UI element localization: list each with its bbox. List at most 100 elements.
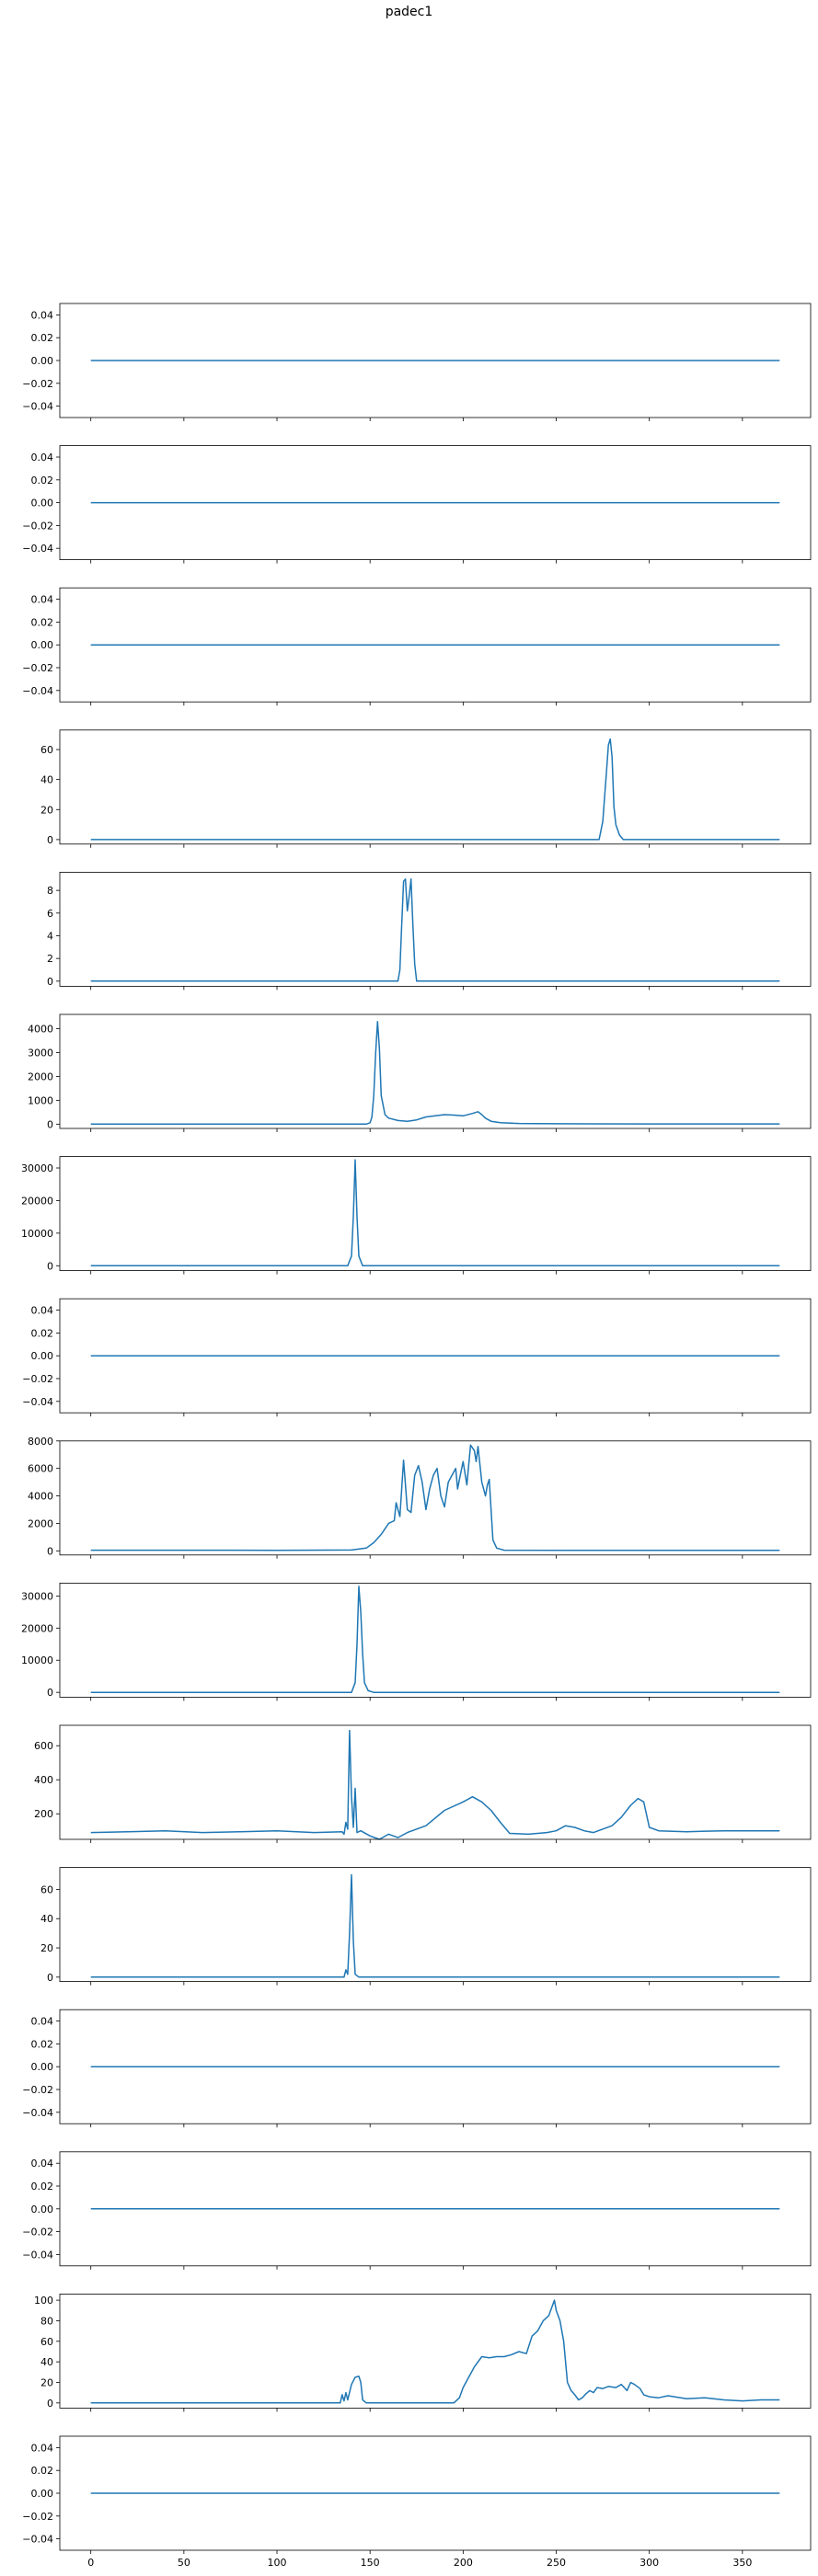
y-tick-label: 0.00	[31, 2061, 54, 2073]
axes-frame	[59, 1156, 812, 1271]
subplot-11: 200 400 600	[34, 1724, 812, 1843]
y-tick-label: 6000	[28, 1463, 53, 1475]
x-tick-label: 350	[732, 2557, 752, 2569]
y-tick-label: 0.02	[31, 332, 54, 344]
x-tick-label: 300	[639, 2557, 659, 2569]
axes-frame	[59, 1583, 812, 1698]
y-tick-label: 20	[40, 804, 53, 816]
axes-frame	[59, 729, 812, 845]
y-tick-label: 60	[40, 744, 53, 756]
axes-frame	[59, 1440, 812, 1556]
series-line	[90, 1021, 780, 1126]
y-tick-label: 0.00	[31, 639, 54, 651]
y-tick-label: −0.04	[22, 685, 53, 697]
y-tick-label: −0.02	[22, 520, 53, 532]
y-tick-label: 0.02	[31, 616, 54, 628]
y-tick-label: 10000	[21, 1228, 53, 1240]
subplot-7: 0 10000 20000 30000	[21, 1156, 812, 1275]
y-tick-label: −0.02	[22, 2084, 53, 2096]
y-tick-label: 0.04	[31, 594, 54, 606]
y-tick-label: 0.04	[31, 2016, 54, 2028]
y-tick-label: −0.04	[22, 401, 53, 413]
series-line	[90, 1729, 780, 1840]
subplot-4: 0 20 40 60	[40, 729, 812, 848]
y-tick-label: −0.04	[22, 1396, 53, 1408]
y-tick-label: 80	[40, 2315, 53, 2327]
y-tick-label: 40	[40, 1913, 53, 1925]
y-tick-label: 0.02	[31, 2181, 54, 2192]
y-tick-label: 40	[40, 2356, 53, 2368]
subplot-3: −0.04 −0.02 0.00 0.02 0.04	[22, 587, 812, 706]
y-tick-label: 4	[47, 930, 53, 942]
y-tick-label: −0.04	[22, 2107, 53, 2119]
y-tick-label: 20000	[21, 1622, 53, 1634]
x-tick-label: 250	[547, 2557, 566, 2569]
y-tick-label: 4000	[28, 1491, 53, 1503]
y-tick-label: 1000	[28, 1094, 53, 1106]
axes-frame	[59, 1724, 812, 1840]
y-tick-label: 0.02	[31, 2038, 54, 2050]
x-tick-label: 200	[454, 2557, 473, 2569]
y-tick-label: 4000	[28, 1024, 53, 1036]
y-tick-label: −0.02	[22, 662, 53, 674]
x-tick-label: 100	[268, 2557, 287, 2569]
subplot-2: −0.04 −0.02 0.00 0.02 0.04	[22, 445, 812, 564]
y-tick-label: 20000	[21, 1195, 53, 1207]
figure-title: padec1	[385, 5, 433, 19]
y-tick-label: 30000	[21, 1590, 53, 1602]
y-tick-label: 0.04	[31, 452, 54, 464]
series-line	[90, 738, 780, 841]
subplot-6: 0 1000 2000 3000 4000	[28, 1013, 812, 1132]
x-tick-label: 50	[178, 2557, 190, 2569]
y-tick-label: 20	[40, 1942, 53, 1954]
y-tick-label: 0.00	[31, 498, 54, 509]
y-tick-label: 0.04	[31, 1305, 54, 1317]
subplot-12: 0 20 40 60	[40, 1867, 812, 1986]
y-tick-label: 2	[47, 953, 53, 965]
x-tick-label: 0	[87, 2557, 94, 2569]
y-tick-label: 0	[47, 2398, 53, 2410]
y-tick-label: 0.00	[31, 2204, 54, 2215]
subplot-1: −0.04 −0.02 0.00 0.02 0.04	[22, 303, 812, 421]
y-tick-label: −0.02	[22, 1373, 53, 1385]
subplot-5: 0 2 4 6 8	[47, 872, 812, 990]
y-tick-label: 400	[34, 1774, 53, 1786]
series-line	[90, 1586, 780, 1693]
y-tick-label: 0.04	[31, 2158, 54, 2170]
series-line	[90, 1444, 780, 1551]
subplot-8: −0.04 −0.02 0.00 0.02 0.04	[22, 1298, 812, 1417]
y-tick-label: 0.02	[31, 475, 54, 487]
y-tick-label: 10000	[21, 1654, 53, 1666]
y-tick-label: 0	[47, 834, 53, 846]
y-tick-label: 0.00	[31, 2488, 54, 2500]
y-tick-label: 0	[47, 1972, 53, 1984]
y-tick-label: 3000	[28, 1048, 53, 1059]
y-tick-label: 60	[40, 2336, 53, 2348]
y-tick-label: 0.04	[31, 2442, 54, 2454]
x-tick-label: 150	[361, 2557, 380, 2569]
y-tick-label: −0.02	[22, 2227, 53, 2238]
y-tick-label: 0	[47, 1260, 53, 1272]
subplot-16: −0.04 −0.02 0.00 0.02 0.04 0 50 100 150 200 250 300…	[22, 2435, 812, 2569]
y-tick-label: 30000	[21, 1162, 53, 1174]
y-tick-label: 0	[47, 1545, 53, 1557]
y-tick-label: 200	[34, 1808, 53, 1820]
y-tick-label: 8	[47, 885, 53, 897]
y-tick-label: −0.04	[22, 2534, 53, 2546]
y-tick-label: 2000	[28, 1517, 53, 1529]
series-line	[90, 878, 780, 982]
y-tick-label: −0.04	[22, 2249, 53, 2261]
y-tick-label: −0.02	[22, 378, 53, 390]
y-tick-label: 40	[40, 774, 53, 786]
y-tick-label: 20	[40, 2376, 53, 2388]
y-tick-label: 0.00	[31, 1350, 54, 1362]
y-tick-label: 0	[47, 1687, 53, 1699]
y-tick-label: 0.00	[31, 355, 54, 367]
y-tick-label: 0	[47, 1118, 53, 1130]
y-tick-label: 8000	[28, 1436, 53, 1448]
subplot-15: 0 20 40 60 80 100	[34, 2293, 812, 2412]
y-tick-label: 60	[40, 1883, 53, 1895]
y-tick-label: 0	[47, 976, 53, 988]
subplot-9: 0 2000 4000 6000 8000	[28, 1436, 812, 1559]
